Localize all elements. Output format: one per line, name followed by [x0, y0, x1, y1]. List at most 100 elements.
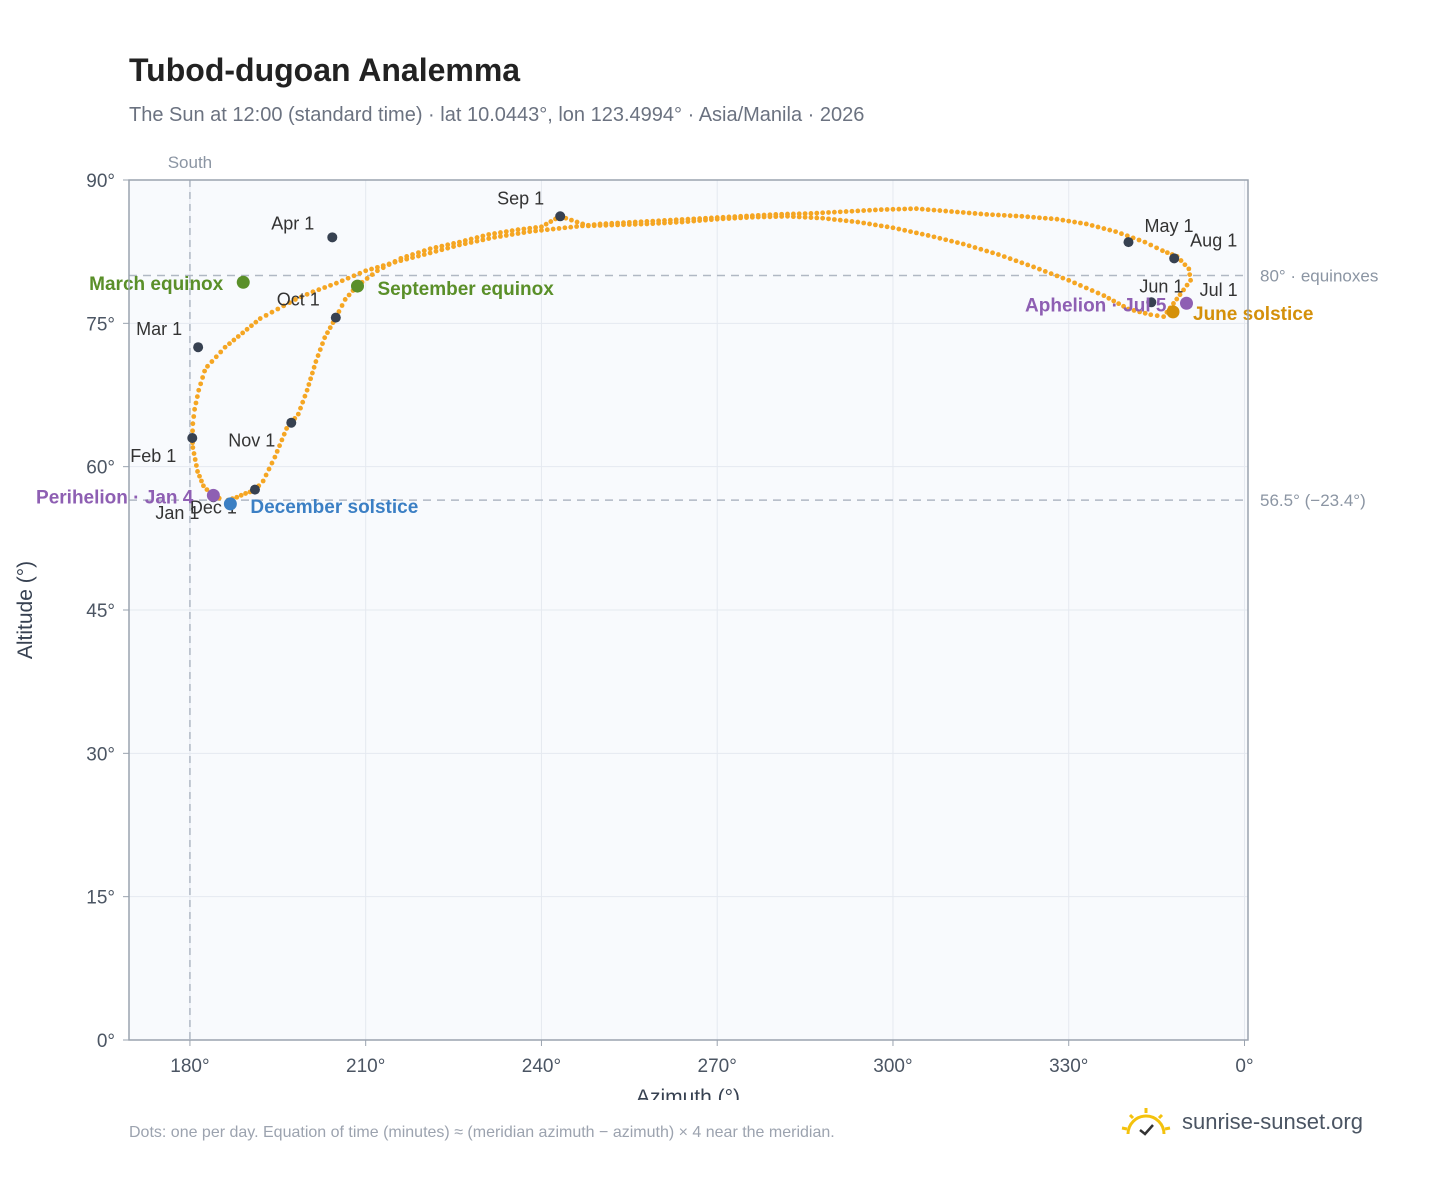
- analemma-day-dot: [313, 359, 319, 364]
- analemma-day-dot: [480, 233, 486, 239]
- analemma-day-dot: [375, 264, 380, 270]
- analemma-day-dot: [468, 240, 474, 245]
- analemma-day-dot: [679, 217, 685, 222]
- analemma-day-dot: [597, 221, 603, 227]
- analemma-day-dot: [697, 216, 703, 221]
- analemma-day-dot: [244, 326, 250, 332]
- altitude-reference-label: 80° · equinoxes: [1260, 267, 1378, 286]
- analemma-day-dot: [1119, 231, 1124, 237]
- x-tick-label: 180°: [170, 1056, 209, 1077]
- analemma-day-dot: [837, 209, 843, 215]
- analemma-day-dot: [919, 231, 925, 237]
- analemma-day-dot: [966, 243, 972, 249]
- analemma-day-dot: [235, 334, 241, 339]
- analemma-day-dot: [198, 381, 204, 387]
- analemma-day-dot: [275, 306, 281, 312]
- analemma-day-dot: [392, 259, 398, 265]
- analemma-day-dot: [755, 212, 761, 218]
- analemma-day-dot: [386, 261, 392, 267]
- analemma-day-dot: [238, 492, 244, 498]
- analemma-day-dot: [1037, 266, 1042, 272]
- analemma-day-dot: [896, 226, 902, 232]
- analemma-day-dot: [861, 220, 867, 226]
- analemma-day-dot: [626, 219, 632, 225]
- analemma-day-dot: [808, 215, 814, 220]
- analemma-day-dot: [193, 463, 199, 468]
- analemma-day-dot: [808, 211, 814, 216]
- analemma-day-dot: [1136, 237, 1142, 243]
- analemma-day-dot: [714, 215, 720, 220]
- analemma-day-dot: [295, 411, 301, 417]
- event-marker-label: September equinox: [377, 279, 554, 300]
- analemma-day-dot: [308, 376, 314, 382]
- analemma-day-dot: [209, 359, 215, 364]
- analemma-day-dot: [1184, 282, 1190, 288]
- analemma-day-dot: [336, 309, 342, 314]
- analemma-day-dot: [339, 278, 345, 284]
- event-marker-label: Aphelion · Jul 5: [1025, 295, 1167, 316]
- analemma-day-dot: [562, 225, 568, 231]
- analemma-day-dot: [281, 431, 287, 437]
- analemma-day-dot: [302, 393, 308, 399]
- analemma-day-dot: [342, 297, 348, 302]
- analemma-day-dot: [744, 213, 749, 219]
- analemma-day-dot: [533, 228, 538, 234]
- analemma-day-dot: [1089, 288, 1095, 293]
- analemma-day-dot: [673, 217, 679, 223]
- analemma-day-dot: [222, 344, 228, 350]
- analemma-day-dot: [867, 207, 872, 213]
- analemma-day-dot: [732, 214, 738, 220]
- analemma-day-dot: [861, 208, 867, 213]
- month-marker-label: Jul 1: [1200, 280, 1238, 300]
- analemma-day-dot: [263, 312, 269, 318]
- analemma-day-dot: [1042, 269, 1048, 274]
- analemma-day-dot: [257, 316, 263, 321]
- x-tick-label: 0°: [1235, 1056, 1253, 1077]
- analemma-day-dot: [1171, 301, 1176, 306]
- analemma-day-dot: [767, 212, 773, 218]
- footnote: Dots: one per day. Equation of time (min…: [129, 1124, 835, 1141]
- analemma-day-dot: [433, 248, 439, 254]
- event-marker-dot: [236, 275, 250, 289]
- analemma-day-dot: [486, 236, 492, 242]
- month-marker-dot: [555, 211, 566, 222]
- brand[interactable]: sunrise-sunset.org: [1120, 1104, 1363, 1140]
- analemma-day-dot: [498, 233, 503, 239]
- analemma-day-dot: [304, 291, 310, 297]
- analemma-day-dot: [1007, 213, 1013, 219]
- analemma-day-dot: [369, 266, 374, 272]
- analemma-day-dot: [380, 263, 386, 269]
- analemma-day-dot: [1078, 220, 1083, 226]
- analemma-day-dot: [1154, 245, 1160, 251]
- analemma-day-dot: [908, 229, 913, 235]
- analemma-day-dot: [1124, 233, 1130, 239]
- y-tick-label: 60°: [86, 458, 115, 479]
- analemma-day-dot: [831, 217, 837, 222]
- analemma-day-dot: [1178, 258, 1184, 263]
- analemma-day-dot: [462, 241, 468, 247]
- axis-ticks: 180° 210° 240° 270° 300° 330° 0° 0° 15° 30° 45° 60°…: [86, 171, 1253, 1077]
- analemma-day-dot: [1048, 271, 1054, 277]
- analemma-day-dot: [1083, 285, 1089, 291]
- analemma-day-dot: [984, 248, 990, 254]
- analemma-day-dot: [656, 218, 662, 224]
- analemma-day-dot: [720, 214, 726, 220]
- month-marker-dot: [330, 312, 341, 323]
- analemma-day-dot: [439, 243, 445, 249]
- month-marker-dot: [249, 484, 260, 495]
- event-marker-dot: [206, 488, 220, 502]
- analemma-day-dot: [1131, 308, 1137, 313]
- analemma-day-dot: [585, 222, 591, 228]
- analemma-day-dot: [843, 218, 849, 224]
- analemma-day-dot: [896, 206, 902, 212]
- y-tick-label: 15°: [86, 888, 115, 909]
- analemma-day-dot: [1106, 295, 1112, 301]
- analemma-day-dot: [902, 227, 908, 233]
- analemma-day-dot: [837, 217, 843, 223]
- analemma-day-dot: [914, 206, 919, 212]
- analemma-day-dot: [931, 207, 937, 213]
- analemma-day-dot: [621, 220, 626, 226]
- analemma-day-dot: [1001, 212, 1007, 218]
- analemma-day-dot: [978, 211, 984, 217]
- analemma-day-dot: [569, 217, 574, 223]
